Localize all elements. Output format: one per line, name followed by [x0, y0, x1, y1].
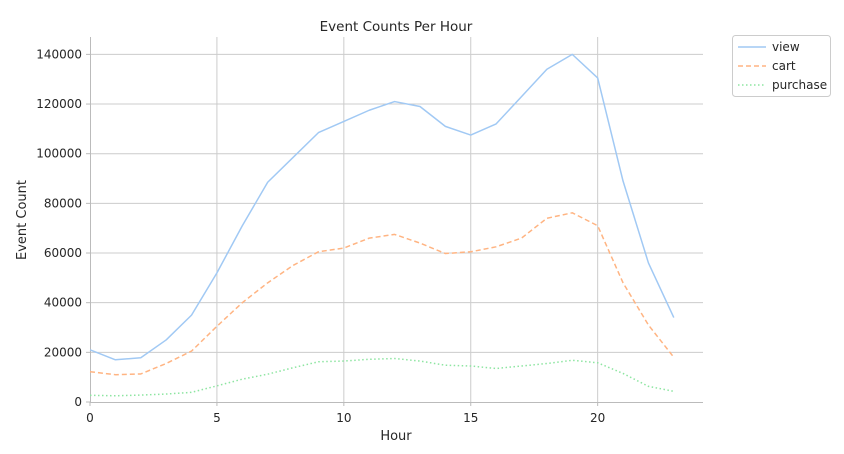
y-tick-label: 20000: [44, 345, 82, 359]
y-tick-label: 140000: [36, 47, 82, 61]
y-tick-label: 0: [74, 395, 82, 409]
legend-entries: view cart purchase: [738, 40, 827, 92]
y-axis-label: Event Count: [15, 180, 30, 260]
series-line-purchase: [89, 357, 674, 397]
legend-label-purchase: purchase: [772, 78, 827, 92]
legend-label-view: view: [772, 40, 800, 54]
y-tick-label: 60000: [44, 246, 82, 260]
series-line-view: [89, 53, 675, 361]
grid-layer: [90, 37, 703, 402]
legend-label-cart: cart: [772, 59, 796, 73]
y-tick-label: 120000: [36, 97, 82, 111]
x-axis-label: Hour: [380, 429, 412, 444]
x-tick-label: 5: [213, 411, 221, 425]
x-tick-label: 10: [336, 411, 351, 425]
x-tick-label: 20: [590, 411, 605, 425]
legend-frame: [732, 35, 831, 97]
legend: view cart purchase: [732, 35, 831, 97]
ticks-layer: 0 20000 40000 60000 80000 100000 120000 140000 0…: [36, 47, 605, 425]
y-tick-label: 80000: [44, 196, 82, 210]
axes-layer: [90, 37, 703, 403]
series-line-cart: [89, 212, 675, 376]
chart-title: Event Counts Per Hour: [320, 19, 473, 35]
x-tick-label: 15: [463, 411, 478, 425]
x-tick-label: 0: [86, 411, 94, 425]
y-tick-label: 100000: [36, 147, 82, 161]
series-layer: [89, 53, 675, 397]
y-tick-label: 40000: [44, 296, 82, 310]
